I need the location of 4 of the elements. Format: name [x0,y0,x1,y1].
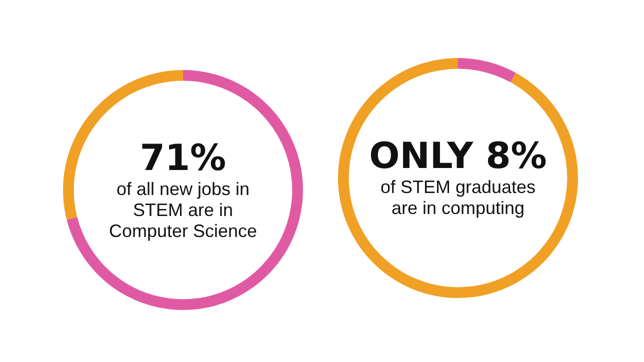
text: of STEM graduates are in computing [379,177,537,219]
text: of all new jobs in STEM are in Computer Science [108,178,258,242]
text: ONLY 8% [369,136,547,177]
text: 71% [140,138,226,178]
